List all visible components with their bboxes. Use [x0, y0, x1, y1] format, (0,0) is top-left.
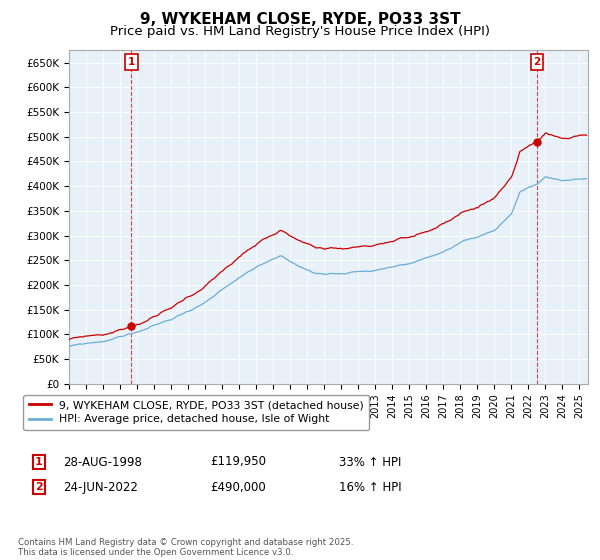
- Text: 1: 1: [128, 57, 135, 67]
- Text: 33% ↑ HPI: 33% ↑ HPI: [339, 455, 401, 469]
- Text: £490,000: £490,000: [210, 480, 266, 494]
- Text: 28-AUG-1998: 28-AUG-1998: [63, 455, 142, 469]
- Text: Contains HM Land Registry data © Crown copyright and database right 2025.
This d: Contains HM Land Registry data © Crown c…: [18, 538, 353, 557]
- Text: 2: 2: [533, 57, 541, 67]
- Text: 16% ↑ HPI: 16% ↑ HPI: [339, 480, 401, 494]
- Text: 2: 2: [35, 482, 43, 492]
- Text: Price paid vs. HM Land Registry's House Price Index (HPI): Price paid vs. HM Land Registry's House …: [110, 25, 490, 38]
- Text: 9, WYKEHAM CLOSE, RYDE, PO33 3ST: 9, WYKEHAM CLOSE, RYDE, PO33 3ST: [140, 12, 460, 27]
- Text: £119,950: £119,950: [210, 455, 266, 469]
- Text: 24-JUN-2022: 24-JUN-2022: [63, 480, 138, 494]
- Legend: 9, WYKEHAM CLOSE, RYDE, PO33 3ST (detached house), HPI: Average price, detached : 9, WYKEHAM CLOSE, RYDE, PO33 3ST (detach…: [23, 395, 370, 430]
- Text: 1: 1: [35, 457, 43, 467]
